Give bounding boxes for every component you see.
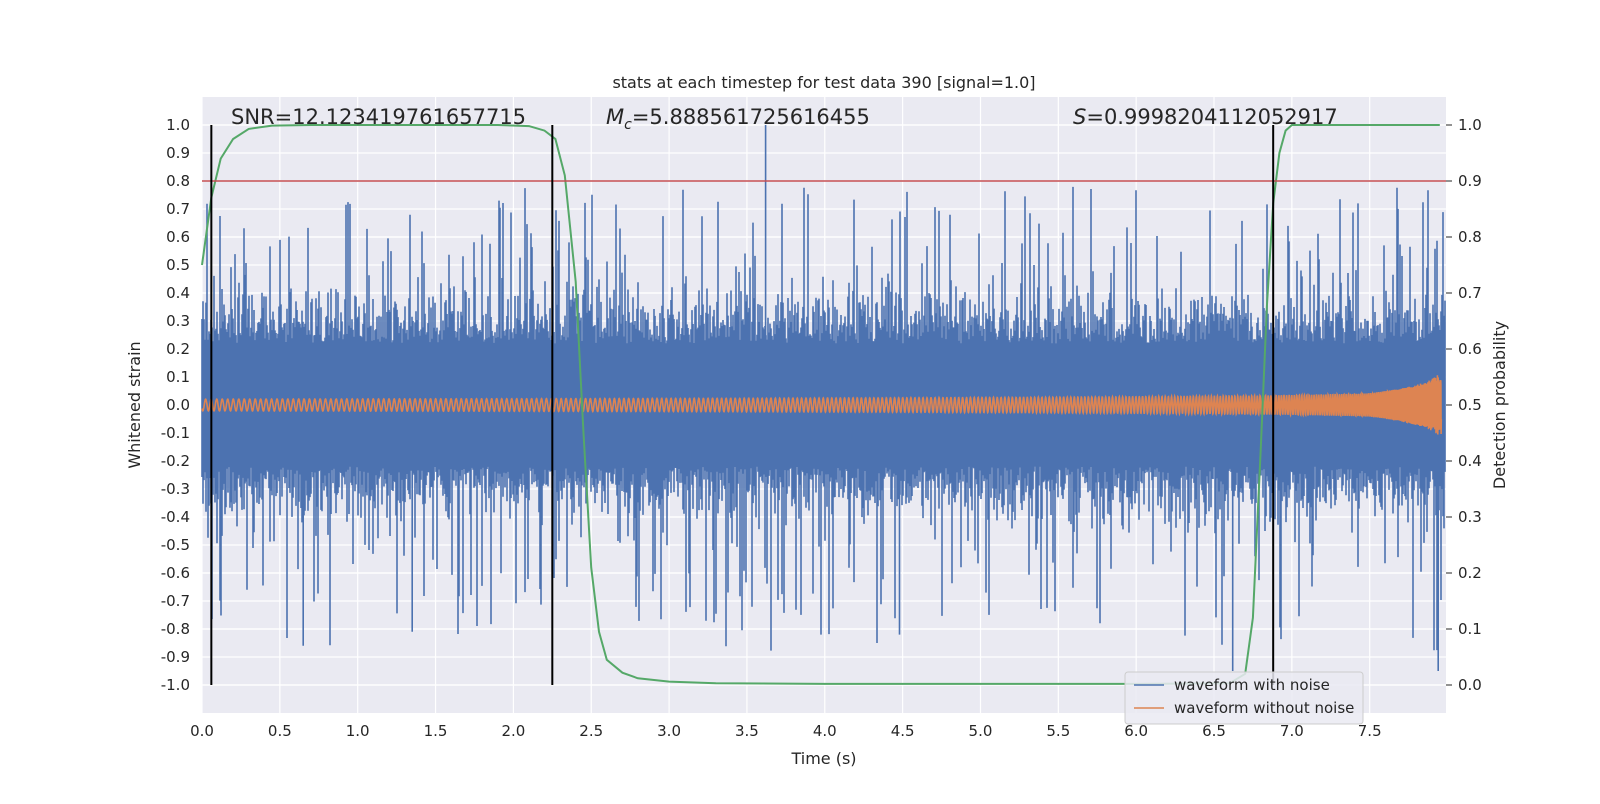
- y-tick-label: 0.4: [166, 284, 190, 302]
- y2-tick-label: 0.4: [1458, 452, 1482, 470]
- y-tick-label: -1.0: [161, 676, 190, 694]
- y-tick-label: 0.7: [166, 200, 190, 218]
- x-tick-label: 7.5: [1358, 722, 1382, 740]
- legend: waveform with noise waveform without noi…: [1124, 671, 1364, 725]
- y-tick-label: 0.5: [166, 256, 190, 274]
- legend-label-noisy: waveform with noise: [1174, 676, 1330, 694]
- x-tick-label: 6.5: [1202, 722, 1226, 740]
- y-tick-label: 0.6: [166, 228, 190, 246]
- y2-tick-label: 1.0: [1458, 116, 1482, 134]
- y-tick-label: 1.0: [166, 116, 190, 134]
- legend-label-clean: waveform without noise: [1174, 699, 1354, 717]
- y-tick-label: -0.9: [161, 648, 190, 666]
- y2-tick-label: 0.1: [1458, 620, 1482, 638]
- x-tick-label: 3.5: [735, 722, 759, 740]
- y2-tick-label: 0.7: [1458, 284, 1482, 302]
- chirp-mass-value: =5.888561725616455: [632, 105, 870, 129]
- y-tick-label: -0.1: [161, 424, 190, 442]
- x-tick-label: 6.0: [1124, 722, 1148, 740]
- series-clean-waveform: [201, 375, 1443, 435]
- reference-lines: [202, 125, 1446, 685]
- x-tick-label: 7.0: [1280, 722, 1304, 740]
- clean-waveform-line: [201, 375, 1443, 435]
- x-tick-label: 2.0: [501, 722, 525, 740]
- x-tick-label: 1.0: [346, 722, 370, 740]
- x-tick-label: 5.5: [1046, 722, 1070, 740]
- x-tick-label: 5.0: [969, 722, 993, 740]
- y2-tick-label: 0.0: [1458, 676, 1482, 694]
- chirp-mass-subscript: c: [624, 117, 632, 133]
- s-value: =0.9998204112052917: [1086, 105, 1337, 129]
- x-tick-label: 2.5: [579, 722, 603, 740]
- x-tick-label: 4.0: [813, 722, 837, 740]
- x-tick-label: 0.0: [190, 722, 214, 740]
- y2-tick-label: 0.6: [1458, 340, 1482, 358]
- y-axis-label: Whitened strain: [125, 341, 144, 468]
- chirp-mass-annotation: Mc=5.888561725616455: [606, 105, 870, 133]
- y-tick-label: 0.2: [166, 340, 190, 358]
- y-tick-label: 0.9: [166, 144, 190, 162]
- legend-box: [1124, 671, 1364, 725]
- y-tick-label: -0.5: [161, 536, 190, 554]
- s-annotation: S=0.9998204112052917: [1073, 105, 1338, 129]
- y-tick-label: 0.8: [166, 172, 190, 190]
- y-tick-label: 0.1: [166, 368, 190, 386]
- y2-axis-label: Detection probability: [1490, 321, 1509, 489]
- s-symbol: S: [1073, 105, 1086, 129]
- x-axis-label: Time (s): [790, 749, 856, 768]
- y-tick-label: -0.7: [161, 592, 190, 610]
- detection-probability-line: [201, 124, 1440, 685]
- y-tick-label: -0.3: [161, 480, 190, 498]
- chart-title: stats at each timestep for test data 390…: [612, 73, 1035, 92]
- y2-tick-label: 0.5: [1458, 396, 1482, 414]
- y2-tick-label: 0.3: [1458, 508, 1482, 526]
- y-tick-label: -0.8: [161, 620, 190, 638]
- y-tick-label: 0.0: [166, 396, 190, 414]
- y2-tick-label: 0.2: [1458, 564, 1482, 582]
- y-tick-label: -0.6: [161, 564, 190, 582]
- x-tick-label: 0.5: [268, 722, 292, 740]
- tick-labels: 0.0 0.5 1.0 1.5 2.0 2.5 3.0 3.5 4.0 4.5 5.0 5.5 6.0 6…: [161, 116, 1482, 740]
- y-tick-label: -0.4: [161, 508, 190, 526]
- y-tick-label: 0.3: [166, 312, 190, 330]
- y2-tick-label: 0.8: [1458, 228, 1482, 246]
- y-tick-label: -0.2: [161, 452, 190, 470]
- x-tick-label: 1.5: [424, 722, 448, 740]
- y2-tick-label: 0.9: [1458, 172, 1482, 190]
- series-detection-probability: [201, 124, 1440, 685]
- x-tick-label: 4.5: [891, 722, 915, 740]
- chirp-mass-symbol: M: [606, 105, 624, 129]
- x-tick-label: 3.0: [657, 722, 681, 740]
- snr-annotation: SNR=12.123419761657715: [231, 105, 526, 129]
